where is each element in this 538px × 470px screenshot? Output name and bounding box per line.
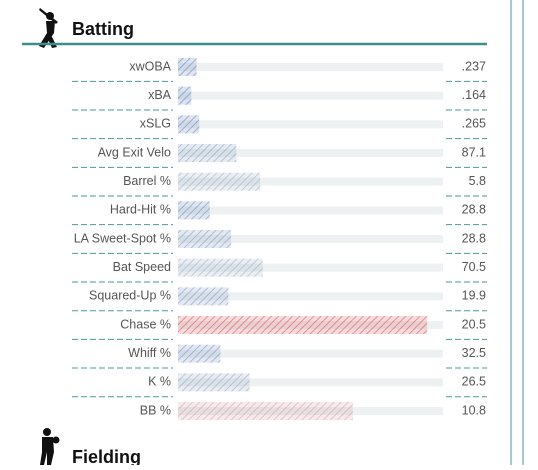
stat-label: Hard-Hit %	[110, 203, 171, 217]
percentile-bar	[178, 115, 200, 134]
fielder-icon	[40, 428, 60, 465]
bar-track	[178, 378, 443, 387]
percentile-bar	[178, 316, 428, 335]
bar-track	[178, 91, 443, 100]
stat-label: xwOBA	[129, 59, 171, 73]
bar-track	[178, 292, 443, 301]
stat-value: 70.5	[462, 260, 486, 274]
bar-track	[178, 120, 443, 129]
stat-label: Barrel %	[123, 174, 171, 188]
stat-label: Whiff %	[128, 346, 171, 360]
percentile-bar	[178, 287, 229, 306]
section-title: Fielding	[72, 447, 141, 465]
percentile-bar	[178, 344, 221, 363]
stat-value: .164	[462, 88, 486, 102]
stat-value: 28.8	[462, 231, 486, 245]
bar-track	[178, 263, 443, 272]
stat-value: 20.5	[462, 317, 486, 331]
stat-value: 19.9	[462, 289, 486, 303]
stat-value: 5.8	[469, 174, 486, 188]
stat-value: 26.5	[462, 375, 486, 389]
bar-track	[178, 149, 443, 158]
stat-label: Chase %	[120, 317, 171, 331]
bar-track	[178, 206, 443, 215]
stat-value: .237	[462, 59, 486, 73]
stat-label: Avg Exit Velo	[98, 145, 171, 159]
percentile-bar	[178, 172, 261, 191]
stat-label: LA Sweet-Spot %	[74, 231, 171, 245]
stat-label: BB %	[140, 403, 171, 417]
stat-label: Squared-Up %	[89, 289, 171, 303]
percentile-bar	[178, 258, 263, 277]
stat-value: 87.1	[462, 145, 486, 159]
percentile-bar	[178, 144, 237, 163]
percentile-bar	[178, 86, 192, 105]
stat-rows: xwOBA .237 xBA .164 xSLG .265 Avg Exit Velo 87.…	[72, 58, 487, 421]
stat-label: K %	[148, 375, 171, 389]
bar-track	[178, 63, 443, 71]
bar-track	[178, 177, 443, 186]
bar-track	[178, 235, 443, 244]
batter-icon	[39, 8, 58, 48]
stat-label: xSLG	[140, 117, 171, 131]
percentile-bar	[178, 201, 210, 220]
percentile-bar	[178, 373, 250, 392]
stat-value: 10.8	[462, 403, 486, 417]
percentile-bar	[178, 230, 231, 249]
percentile-bar	[178, 58, 197, 76]
stat-label: xBA	[148, 88, 172, 102]
stat-value: 32.5	[462, 346, 486, 360]
percentile-bar	[178, 402, 353, 421]
stat-label: Bat Speed	[113, 260, 171, 274]
bar-track	[178, 349, 443, 358]
section-title: Batting	[72, 19, 134, 39]
stat-value: .265	[462, 117, 486, 131]
stat-value: 28.8	[462, 203, 486, 217]
